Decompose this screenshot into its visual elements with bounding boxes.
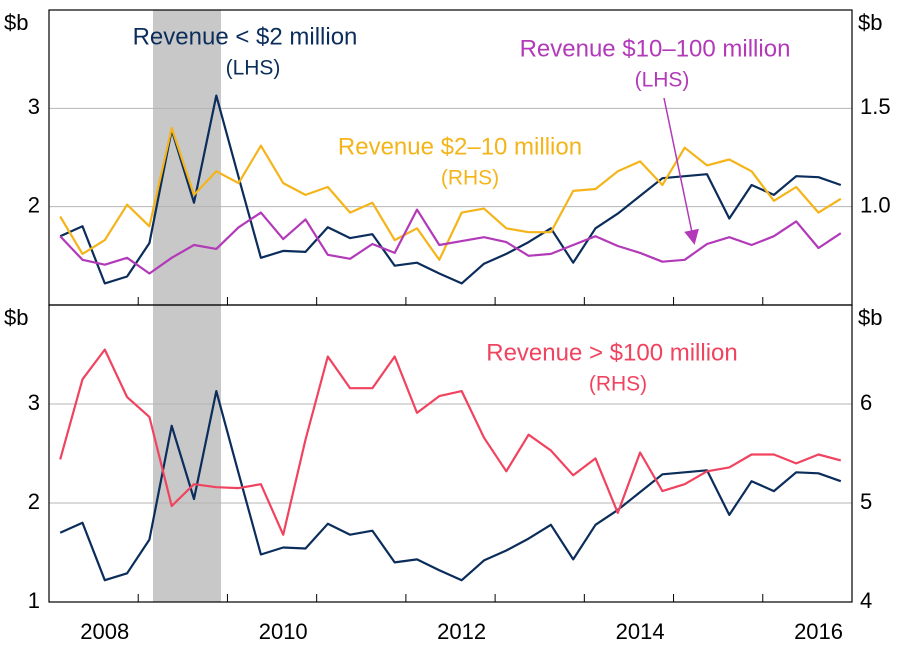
annotation-arrow <box>663 97 699 245</box>
y2-axis-unit: $b <box>858 305 882 330</box>
x-tick-label: 2014 <box>616 619 665 644</box>
y-axis-unit: $b <box>4 10 28 35</box>
y-tick-label: 3 <box>28 94 40 119</box>
y2-tick-label: 1.0 <box>860 192 891 217</box>
series-line <box>59 126 842 261</box>
series-label: Revenue $10–100 million <box>520 35 791 62</box>
x-tick-label: 2010 <box>259 619 308 644</box>
y2-tick-label: 4 <box>860 588 872 613</box>
y-tick-label: 3 <box>28 390 40 415</box>
plot-layer: 2 3 1.0 1.5 $b $b Revenue < $2 million (LHS) Rev… <box>4 9 891 644</box>
series-note: (LHS) <box>226 57 281 80</box>
y-tick-label: 1 <box>28 588 40 613</box>
y-axis-unit: $b <box>4 305 28 330</box>
x-tick-label: 2016 <box>794 619 843 644</box>
series-label: Revenue $2–10 million <box>338 133 582 160</box>
recession-shading <box>153 10 221 602</box>
y2-tick-label: 5 <box>860 489 872 514</box>
x-tick-label: 2012 <box>437 619 486 644</box>
series-label: Revenue > $100 million <box>486 339 738 366</box>
series-label: Revenue < $2 million <box>133 23 358 50</box>
series-note: (RHS) <box>589 373 647 396</box>
x-tick-label: 2008 <box>80 619 129 644</box>
y-tick-label: 2 <box>28 192 40 217</box>
series-line <box>59 348 842 536</box>
y2-tick-label: 6 <box>860 390 872 415</box>
panel-border <box>48 304 853 603</box>
series-note: (RHS) <box>441 167 499 190</box>
series-note: (LHS) <box>635 69 690 92</box>
y2-axis-unit: $b <box>858 10 882 35</box>
series-line <box>59 208 842 275</box>
series-line <box>59 94 842 285</box>
y-tick-label: 2 <box>28 489 40 514</box>
y2-tick-label: 1.5 <box>860 94 891 119</box>
